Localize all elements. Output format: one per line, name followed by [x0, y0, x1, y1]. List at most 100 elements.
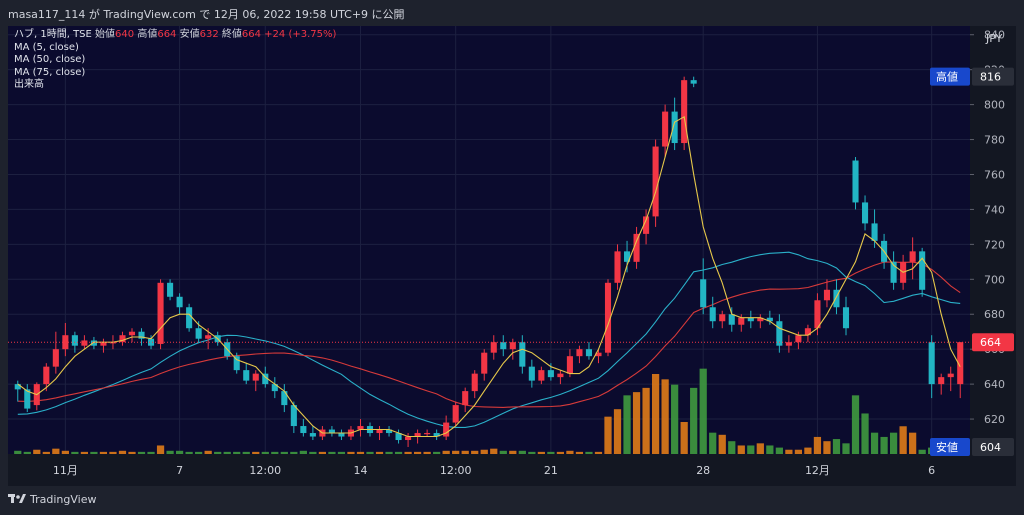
y-tick-label: 700 — [984, 273, 1005, 286]
volume-bar — [423, 451, 431, 454]
volume-bar — [490, 448, 498, 454]
candle-body — [24, 389, 31, 409]
volume-bar — [528, 451, 536, 454]
candle-body — [814, 300, 821, 329]
volume-bar — [433, 451, 441, 454]
volume-bar — [880, 436, 888, 454]
candle-body — [176, 296, 183, 308]
y-tick-label: 760 — [984, 168, 1005, 181]
candle-body — [100, 342, 107, 346]
volume-bar — [851, 395, 860, 454]
candle-body — [557, 373, 564, 378]
y-tick-label: 800 — [984, 99, 1005, 112]
volume-bar — [623, 395, 631, 454]
volume-bar — [461, 450, 469, 454]
legend-indicator-ma50[interactable]: MA (50, close) — [14, 54, 86, 65]
chart-legend: ハブ, 1時間, TSE 始値640 高値664 安値632 終値664 +24… — [14, 29, 336, 92]
ma5-line — [17, 115, 961, 438]
current-price-value: 664 — [980, 336, 1001, 349]
volume-bar — [661, 379, 669, 454]
candle-body — [471, 373, 478, 392]
high-price-label: 高値 — [936, 70, 958, 84]
candle-body — [405, 436, 412, 441]
time-axis-background — [8, 454, 970, 486]
y-tick-label: 680 — [984, 308, 1005, 321]
candle-body — [443, 422, 450, 437]
volume-bar — [214, 451, 222, 454]
volume-bar — [471, 450, 479, 454]
candle-body — [376, 429, 383, 434]
volume-bar — [23, 451, 31, 454]
tradingview-brand[interactable]: TradingView — [8, 493, 96, 506]
volume-bar — [718, 434, 726, 454]
volume-bar — [785, 449, 793, 454]
candle-body — [52, 349, 59, 367]
volume-bar — [385, 451, 393, 454]
candle-body — [909, 251, 916, 262]
candle-body — [433, 433, 440, 437]
volume-bar — [394, 451, 403, 454]
volume-bar — [413, 451, 422, 454]
legend-change: +24 (+3.75%) — [264, 29, 337, 40]
low-price-badge — [930, 438, 970, 457]
candle-body — [747, 317, 754, 322]
candle-body — [109, 342, 117, 344]
volume-bar — [290, 451, 298, 454]
volume-bar — [42, 451, 50, 454]
volume-bar — [328, 451, 336, 454]
volume-bar — [699, 368, 707, 454]
candle-body — [252, 373, 259, 381]
volume-bar — [309, 451, 317, 454]
volume-bar — [632, 392, 641, 454]
volume-bar — [671, 384, 679, 454]
candle-body — [71, 335, 78, 346]
y-tick-label: 720 — [984, 238, 1005, 251]
volume-bar — [166, 450, 174, 454]
volume-bar — [499, 450, 507, 454]
candle-body — [290, 405, 297, 427]
legend-indicator-ma5[interactable]: MA (5, close) — [14, 41, 79, 53]
x-tick-label: 11月 — [53, 464, 78, 477]
volume-bar — [537, 451, 545, 454]
volume-bar — [147, 451, 155, 454]
volume-bar — [61, 450, 69, 454]
volume-bar — [680, 422, 688, 454]
candle-body — [414, 433, 421, 437]
candle-body — [519, 342, 526, 367]
high-price-value: 816 — [980, 71, 1001, 84]
legend-indicator-ma75[interactable]: MA (75, close) — [14, 66, 86, 78]
chart-area[interactable]: 84082080078076074072070068066064062011月7… — [8, 26, 1016, 486]
price-axis-background — [970, 26, 1016, 486]
chart-svg[interactable]: 84082080078076074072070068066064062011月7… — [8, 26, 1016, 486]
candle-body — [938, 377, 945, 385]
volume-bar — [909, 432, 917, 454]
volume-bar — [613, 409, 622, 454]
volume-bar — [252, 451, 260, 454]
candle-body — [167, 282, 174, 297]
volume-bar — [128, 451, 136, 454]
candle-body — [385, 429, 393, 434]
legend-indicator-volume[interactable]: 出来高 — [14, 79, 44, 90]
candle-body — [205, 335, 212, 339]
volume-bar — [728, 441, 736, 454]
volume-bar — [766, 445, 774, 454]
candle-body — [681, 80, 688, 144]
volume-bar — [556, 451, 565, 454]
x-tick-label: 21 — [544, 464, 558, 477]
y-tick-label: 780 — [984, 134, 1005, 147]
volume-bar — [642, 387, 650, 454]
candle-body — [576, 349, 583, 357]
volume-bar — [356, 451, 365, 454]
volume-bar — [832, 439, 841, 454]
current-price-tag — [972, 333, 1014, 352]
candle-body — [43, 366, 50, 385]
low-price-value: 604 — [980, 441, 1001, 454]
volume-bar — [52, 448, 60, 454]
volume-bar — [585, 451, 593, 454]
candle-body — [309, 433, 316, 437]
volume-bar — [109, 451, 117, 454]
candle-body — [357, 426, 364, 430]
candle-body — [147, 338, 155, 346]
candle-body — [281, 391, 288, 406]
candle-body — [509, 342, 516, 350]
